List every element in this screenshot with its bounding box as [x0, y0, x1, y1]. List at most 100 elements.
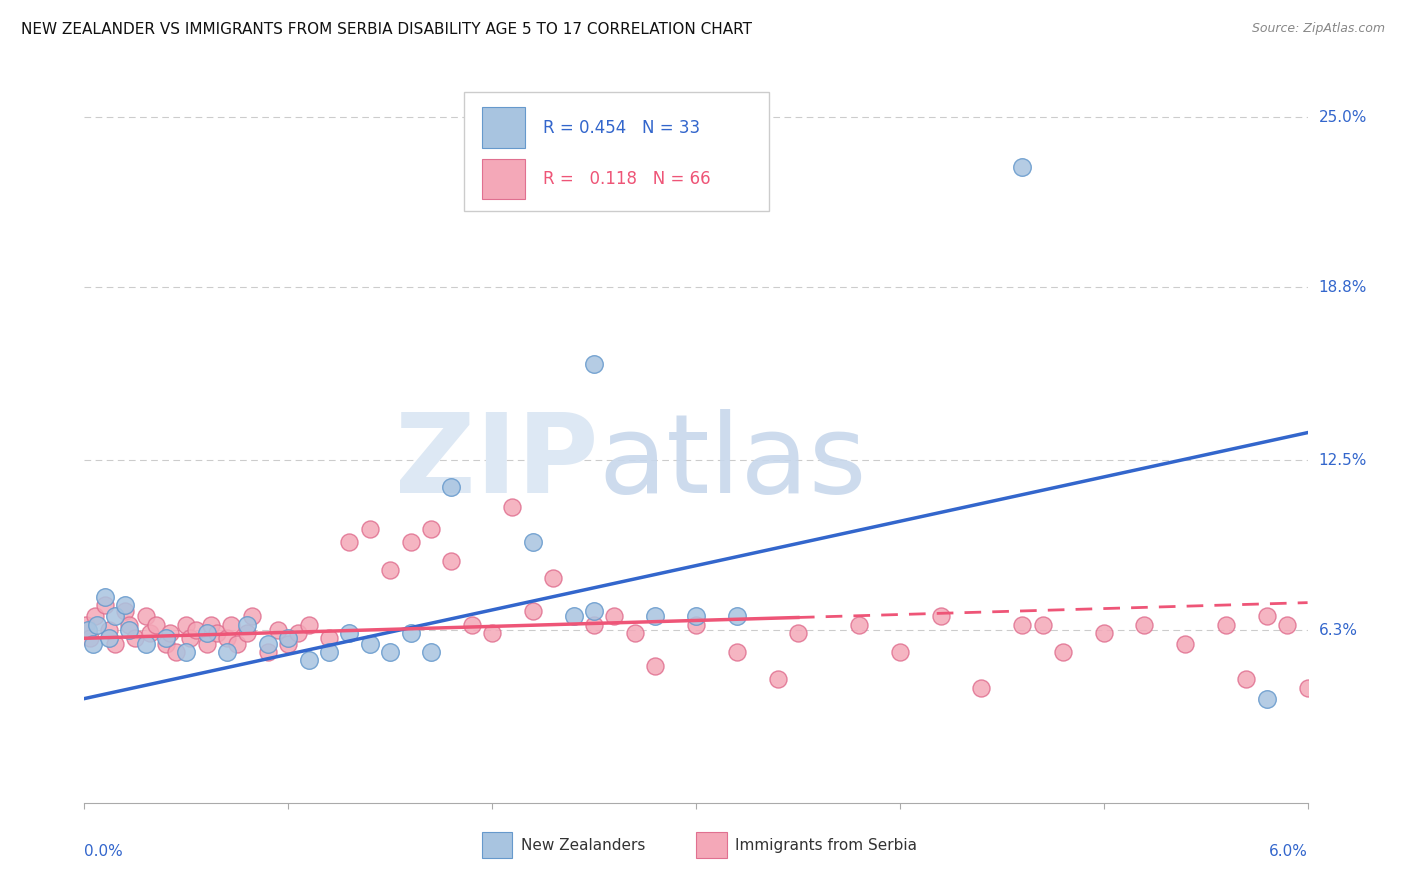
Text: R =   0.118   N = 66: R = 0.118 N = 66 [543, 170, 710, 188]
Point [236, 625, 259, 640]
Point [155, 637, 177, 651]
Point [186, 623, 208, 637]
Point [522, 535, 544, 549]
Point [179, 632, 201, 646]
Point [1296, 681, 1319, 695]
Point [725, 609, 748, 624]
Point [93, 599, 117, 613]
Point [82, 637, 104, 651]
Point [481, 625, 503, 640]
Point [118, 617, 141, 632]
Point [1011, 160, 1033, 174]
Text: 6.3%: 6.3% [1319, 623, 1358, 638]
Point [135, 609, 157, 624]
Point [226, 637, 249, 651]
Point [138, 625, 160, 640]
Point [399, 625, 422, 640]
Point [399, 535, 422, 549]
Point [848, 617, 870, 632]
Point [83, 609, 105, 624]
Point [93, 590, 117, 604]
Point [522, 604, 544, 618]
Point [1092, 625, 1115, 640]
Point [1052, 645, 1074, 659]
Text: atlas: atlas [598, 409, 866, 516]
Point [970, 681, 993, 695]
Point [145, 617, 167, 632]
Point [195, 637, 218, 651]
Point [461, 617, 484, 632]
Point [318, 632, 340, 646]
Point [929, 609, 952, 624]
Point [77, 623, 100, 637]
Point [502, 500, 524, 514]
Point [114, 599, 136, 613]
Point [298, 617, 321, 632]
Point [603, 609, 626, 624]
Bar [696, 832, 727, 858]
Point [277, 632, 299, 646]
Text: ZIP: ZIP [395, 409, 598, 516]
Point [104, 637, 127, 651]
Text: R = 0.454   N = 33: R = 0.454 N = 33 [543, 119, 700, 136]
Point [176, 645, 198, 659]
Point [766, 673, 789, 687]
Point [159, 625, 181, 640]
Point [583, 604, 606, 618]
Point [359, 522, 381, 536]
Point [240, 609, 263, 624]
Text: Immigrants from Serbia: Immigrants from Serbia [735, 838, 917, 853]
Point [1256, 609, 1278, 624]
Point [195, 625, 218, 640]
Point [1277, 617, 1299, 632]
Point [219, 617, 242, 632]
Point [124, 632, 146, 646]
Point [176, 617, 198, 632]
Point [583, 357, 606, 371]
Point [267, 623, 290, 637]
Bar [482, 159, 524, 200]
Point [1236, 673, 1258, 687]
Point [1215, 617, 1237, 632]
Point [889, 645, 911, 659]
Point [420, 522, 443, 536]
Point [1133, 617, 1156, 632]
Point [685, 609, 707, 624]
Point [624, 625, 647, 640]
Point [287, 625, 309, 640]
Point [380, 563, 402, 577]
Text: 25.0%: 25.0% [1319, 110, 1367, 125]
Point [685, 617, 707, 632]
Text: 0.0%: 0.0% [84, 844, 124, 858]
Point [165, 645, 187, 659]
Point [644, 658, 666, 673]
Point [104, 609, 127, 624]
Point [644, 609, 666, 624]
Point [725, 645, 748, 659]
Text: 12.5%: 12.5% [1319, 452, 1367, 467]
Text: Source: ZipAtlas.com: Source: ZipAtlas.com [1251, 22, 1385, 36]
Point [155, 632, 177, 646]
Point [1011, 617, 1033, 632]
Point [1256, 691, 1278, 706]
Point [277, 637, 299, 651]
Point [1032, 617, 1054, 632]
Point [787, 625, 810, 640]
Point [114, 604, 136, 618]
Text: NEW ZEALANDER VS IMMIGRANTS FROM SERBIA DISABILITY AGE 5 TO 17 CORRELATION CHART: NEW ZEALANDER VS IMMIGRANTS FROM SERBIA … [21, 22, 752, 37]
Point [257, 637, 280, 651]
Point [1174, 637, 1197, 651]
Point [440, 554, 463, 568]
Text: 6.0%: 6.0% [1268, 844, 1308, 858]
Point [86, 617, 108, 632]
Text: New Zealanders: New Zealanders [522, 838, 645, 853]
Point [440, 480, 463, 494]
Point [217, 632, 239, 646]
FancyBboxPatch shape [464, 92, 769, 211]
Point [339, 535, 361, 549]
Point [380, 645, 402, 659]
Point [359, 637, 381, 651]
Point [79, 632, 101, 646]
Point [420, 645, 443, 659]
Point [583, 617, 606, 632]
